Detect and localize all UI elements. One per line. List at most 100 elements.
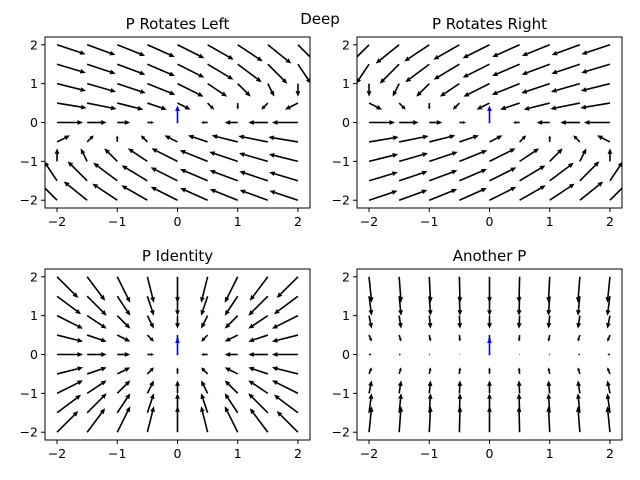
quiver-arrow [547,334,551,342]
quiver-arrow [416,83,430,97]
quiver-arrow [487,393,492,413]
quiver-arrow [427,276,433,303]
quiver-arrow [546,276,552,303]
quiver-arrow [379,63,400,84]
subplot-title: P Identity [142,247,213,265]
quiver-arrow [429,151,458,163]
quiver-arrow [459,168,487,182]
quiver-arrow [86,276,106,301]
quiver-arrow [86,366,107,375]
quiver-arrow [248,380,269,395]
quiver-arrow [268,153,299,163]
quiver-arrow [175,393,180,413]
quiver-arrow [267,83,275,97]
y-tick-label: 2 [30,37,38,52]
quiver-arrow [476,102,490,110]
quiver-arrow [458,367,462,375]
quiver-arrow [405,63,430,83]
x-tick-label: 2 [606,214,614,229]
quiver-arrow [284,102,299,110]
quiver-arrow [57,120,84,125]
x-tick-label: 1 [234,214,242,229]
y-tick-label: 1 [342,308,350,323]
quiver-arrow [457,315,463,329]
quiver-arrow [117,82,146,94]
quiver-arrow [580,82,611,92]
quiver-arrow [398,170,428,182]
quiver-arrow [117,120,131,125]
quiver-arrow [116,44,146,57]
quiver-arrow [175,380,180,394]
quiver-arrow [177,63,205,78]
quiver-arrow [427,380,433,394]
quiver-arrow [523,102,550,111]
quiver-arrow [238,152,269,163]
quiver-arrow [607,148,613,162]
figure-suptitle: Deep [300,10,340,28]
quiver-arrow [548,135,552,142]
quiver-arrow [57,352,84,357]
quiver-arrow [146,406,155,433]
quiver-arrow [516,393,522,413]
x-tick-label: 1 [546,446,554,461]
quiver-arrow [427,315,433,329]
x-tick-label: −1 [108,446,126,461]
quiver-arrow [237,83,251,97]
quiver-arrow [579,161,600,182]
quiver-arrow [146,334,154,342]
quiver-arrow [56,366,84,375]
quiver-arrow [368,315,373,329]
quiver-arrow [200,393,209,414]
quiver-arrow [224,406,239,433]
quiver-arrow [487,380,492,394]
quiver-arrow [516,315,522,329]
quiver-arrow [583,120,610,125]
quiver-arrow [86,314,107,329]
quiver-arrow [224,393,239,414]
quiver-arrow [573,135,581,143]
quiver-arrow [428,334,432,342]
quiver-arrow [268,135,299,143]
quiver-arrow [433,44,460,60]
quiver-arrow [224,380,239,394]
quiver-arrow [368,380,373,394]
quiver-arrow [116,393,131,414]
quiver-arrow [375,44,400,64]
quiver-arrow [104,148,118,162]
quiver-arrow [201,367,209,375]
y-tick-label: −1 [332,386,350,401]
quiver-arrow [271,120,298,125]
x-tick-label: −1 [420,214,438,229]
quiver-arrow [180,168,208,182]
y-tick-label: 2 [342,269,350,284]
quiver-arrow [86,380,107,395]
subplot-title: P Rotates Right [432,15,547,33]
quiver-arrow [607,367,611,375]
quiver-arrow [606,315,611,329]
quiver-arrow [117,102,144,111]
quiver-arrow [86,63,116,75]
quiver-arrow [516,380,522,394]
quiver-arrow [116,334,131,342]
quiver-arrow [551,63,581,75]
quiver-arrow [459,134,479,143]
quiver-arrow [368,393,374,413]
quiver-arrow [297,63,310,84]
quiver-arrow [369,353,372,356]
quiver-arrow [398,334,402,342]
quiver-arrow [399,353,402,356]
quiver-arrow [536,120,550,125]
quiver-arrow [92,183,118,201]
quiver-arrow [116,276,131,303]
quiver-arrow [56,102,87,110]
quiver-arrow [491,82,520,95]
y-tick-label: 1 [30,308,38,323]
x-tick-label: 0 [486,446,494,461]
quiver-arrow [146,367,154,375]
subplot-title: Another P [453,247,527,265]
quiver-arrow [549,148,563,162]
quiver-arrow [116,406,131,433]
quiver-arrow [86,408,106,433]
quiver-arrow [86,82,117,93]
quiver-arrow [297,44,310,58]
